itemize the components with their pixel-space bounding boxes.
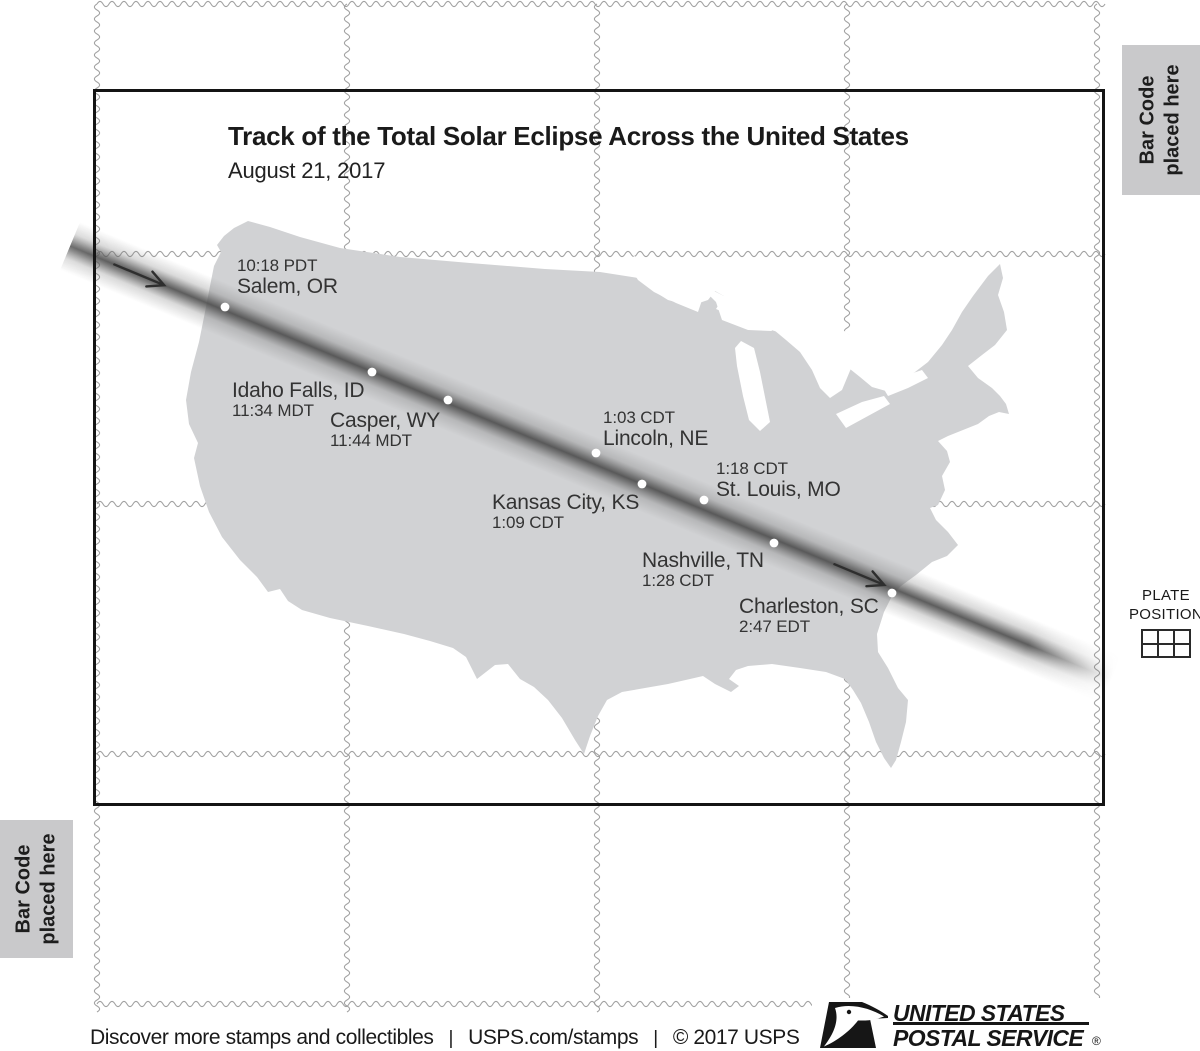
footer-promo: Discover more stamps and collectibles bbox=[90, 1026, 434, 1049]
city-time: 11:44 MDT bbox=[330, 431, 412, 450]
label-lincoln: 1:03 CDT Lincoln, NE bbox=[603, 408, 709, 451]
plate-position-label-line2: POSITION bbox=[1128, 606, 1200, 623]
label-idaho-falls: Idaho Falls, ID 11:34 MDT bbox=[232, 379, 365, 420]
city-dot-casper bbox=[443, 395, 453, 405]
city-name: Nashville, TN bbox=[642, 549, 764, 572]
city-time: 10:18 PDT bbox=[237, 256, 318, 275]
lake-ontario bbox=[882, 370, 928, 396]
registered-trademark-symbol: ® bbox=[1092, 1034, 1101, 1048]
label-casper: Casper, WY 11:44 MDT bbox=[330, 409, 440, 450]
footer-separator: | bbox=[448, 1028, 454, 1049]
great-lakes bbox=[628, 256, 928, 431]
city-time: 1:03 CDT bbox=[603, 408, 675, 427]
label-st-louis: 1:18 CDT St. Louis, MO bbox=[716, 459, 841, 502]
city-name: Idaho Falls, ID bbox=[232, 379, 365, 402]
city-dot-kansas-city bbox=[637, 479, 647, 489]
city-dot-charleston bbox=[887, 588, 897, 598]
footer-text: Discover more stamps and collectibles | … bbox=[90, 1026, 800, 1050]
footer-separator: | bbox=[653, 1028, 658, 1049]
barcode-label-line1: Bar Code bbox=[12, 844, 35, 934]
footer-url: USPS.com/stamps bbox=[468, 1026, 639, 1049]
usps-eagle-icon bbox=[820, 1002, 888, 1048]
page-subtitle: August 21, 2017 bbox=[228, 158, 386, 183]
city-name: Casper, WY bbox=[330, 409, 441, 432]
footer-copyright: © 2017 USPS bbox=[672, 1026, 800, 1049]
plate-position-grid-icon bbox=[1141, 629, 1191, 658]
logo-line1: UNITED STATES bbox=[893, 1000, 1065, 1026]
pane-frame bbox=[93, 89, 1105, 806]
city-dot-nashville bbox=[769, 538, 779, 548]
logo-divider bbox=[893, 1022, 1089, 1025]
city-time: 2:47 EDT bbox=[739, 617, 811, 636]
city-dot-idaho-falls bbox=[367, 367, 377, 377]
city-time: 1:28 CDT bbox=[642, 571, 714, 590]
city-dots bbox=[220, 302, 897, 598]
city-time: 11:34 MDT bbox=[232, 401, 314, 420]
city-name: Salem, OR bbox=[237, 275, 338, 298]
plate-position-label-line1: PLATE bbox=[1142, 587, 1190, 604]
lake-huron bbox=[774, 318, 856, 398]
plate-position: PLATE POSITION bbox=[1126, 586, 1200, 658]
lake-superior bbox=[628, 256, 772, 331]
city-time: 1:09 CDT bbox=[492, 513, 564, 532]
track-end-arrow-icon bbox=[833, 562, 887, 588]
barcode-label-line2: placed here bbox=[37, 833, 60, 945]
lake-michigan bbox=[735, 341, 770, 431]
city-name: Lincoln, NE bbox=[603, 427, 709, 450]
city-name: Kansas City, KS bbox=[492, 491, 640, 514]
barcode-placeholder-top-right: Bar Code placed here bbox=[1122, 45, 1200, 195]
label-kansas-city: Kansas City, KS 1:09 CDT bbox=[492, 491, 639, 532]
eclipse-path-band bbox=[60, 221, 1122, 704]
label-salem: 10:18 PDT Salem, OR bbox=[237, 256, 338, 299]
logo-line2: POSTAL SERVICE bbox=[893, 1025, 1084, 1051]
city-name: St. Louis, MO bbox=[716, 478, 841, 501]
barcode-label-line1: Bar Code bbox=[1137, 75, 1160, 165]
barcode-label-line2: placed here bbox=[1162, 64, 1185, 176]
city-time: 1:18 CDT bbox=[716, 459, 788, 478]
city-dot-st-louis bbox=[699, 495, 709, 505]
page-title: Track of the Total Solar Eclipse Across … bbox=[228, 121, 909, 151]
lake-erie bbox=[836, 396, 890, 428]
label-charleston: Charleston, SC 2:47 EDT bbox=[739, 595, 879, 636]
city-dot-lincoln bbox=[591, 448, 601, 458]
label-nashville: Nashville, TN 1:28 CDT bbox=[642, 549, 764, 590]
barcode-placeholder-bottom-left: Bar Code placed here bbox=[0, 820, 73, 958]
city-name: Charleston, SC bbox=[739, 595, 879, 618]
track-start-arrow-icon bbox=[113, 263, 167, 288]
usps-logo: UNITED STATES POSTAL SERVICE ® bbox=[812, 998, 1112, 1051]
city-dot-salem bbox=[220, 302, 230, 312]
